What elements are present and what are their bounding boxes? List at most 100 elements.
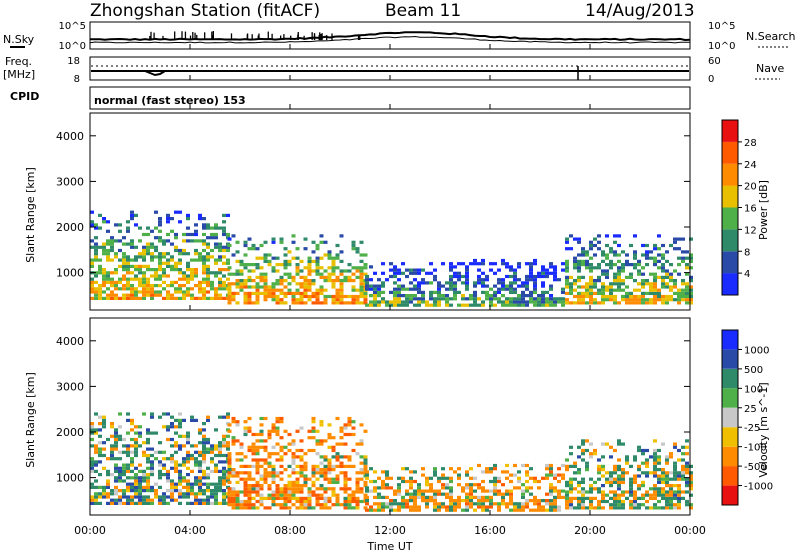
heatmap-cell (685, 484, 689, 488)
heatmap-cell (263, 471, 268, 475)
heatmap-cell (142, 277, 146, 281)
heatmap-cell (251, 263, 256, 267)
heatmap-cell (477, 262, 481, 266)
heatmap-cell (263, 272, 268, 276)
heatmap-cell (259, 266, 264, 270)
heatmap-cell (202, 469, 206, 473)
heatmap-cell (381, 483, 385, 487)
heatmap-cell (118, 287, 122, 291)
heatmap-cell (497, 476, 501, 480)
heatmap-cell (182, 457, 186, 461)
heatmap-cell (343, 442, 348, 446)
freq-bottom-tick: 8 (74, 74, 80, 85)
heatmap-cell (621, 282, 625, 286)
colorbar-tick-label: 16 (744, 204, 757, 215)
heatmap-cell (541, 294, 545, 298)
heatmap-cell (553, 473, 557, 477)
heatmap-cell (481, 499, 485, 503)
heatmap-cell (525, 470, 529, 474)
heatmap-cell (186, 268, 190, 272)
heatmap-cell (437, 297, 441, 301)
heatmap-cell (315, 452, 320, 456)
heatmap-cell (283, 468, 288, 472)
heatmap-cell (94, 236, 98, 240)
heatmap-cell (239, 477, 244, 481)
heatmap-cell (589, 263, 593, 267)
heatmap-cell (295, 263, 300, 267)
heatmap-cell (198, 252, 202, 256)
heatmap-cell (565, 503, 569, 507)
heatmap-cell (142, 284, 146, 288)
heatmap-cell (198, 492, 202, 496)
heatmap-cell (214, 290, 218, 294)
heatmap-cell (259, 487, 264, 491)
heatmap-cell (255, 285, 260, 289)
heatmap-cell (263, 294, 268, 299)
heatmap-cell (174, 482, 178, 486)
heatmap-cell (533, 258, 537, 263)
heatmap-cell (263, 448, 268, 453)
heatmap-cell (299, 468, 304, 472)
heatmap-cell (601, 490, 605, 494)
heatmap-cell (327, 477, 332, 481)
heatmap-cell (653, 285, 657, 289)
heatmap-cell (299, 484, 304, 488)
heatmap-cell (669, 493, 673, 497)
heatmap-cell (218, 476, 222, 480)
heatmap-cell (162, 457, 166, 461)
heatmap-cell (521, 303, 525, 307)
heatmap-cell (267, 429, 272, 433)
heatmap-cell (170, 492, 174, 496)
heatmap-cell (657, 234, 661, 238)
heatmap-cell (549, 262, 553, 266)
heatmap-cell (299, 294, 304, 299)
heatmap-cell (182, 460, 186, 464)
heatmap-cell (126, 501, 130, 505)
heatmap-cell (255, 458, 260, 462)
heatmap-cell (405, 287, 409, 291)
heatmap-cell (287, 432, 292, 437)
heatmap-cell (194, 495, 198, 499)
heatmap-cell (385, 300, 389, 304)
heatmap-cell (295, 455, 300, 459)
heatmap-cell (194, 296, 198, 300)
heatmap-cell (122, 261, 126, 265)
heatmap-cell (186, 441, 190, 445)
heatmap-cell (609, 291, 613, 295)
heatmap-cell (461, 508, 465, 512)
heatmap-cell (110, 290, 114, 294)
heatmap-cell (114, 287, 118, 291)
heatmap-cell (355, 499, 360, 504)
heatmap-cell (279, 496, 284, 500)
heatmap-cell (489, 294, 493, 298)
heatmap-cell (589, 266, 593, 270)
heatmap-cell (657, 253, 661, 257)
heatmap-cell (359, 439, 364, 443)
heatmap-cell (397, 489, 401, 493)
heatmap-cell (645, 279, 649, 283)
heatmap-cell (202, 280, 206, 284)
heatmap-cell (351, 279, 356, 283)
heatmap-cell (581, 503, 585, 507)
heatmap-cell (513, 268, 517, 272)
heatmap-cell (307, 256, 312, 260)
heatmap-cell (505, 489, 509, 493)
heatmap-cell (198, 258, 202, 262)
heatmap-cell (275, 442, 280, 446)
heatmap-cell (162, 239, 166, 243)
heatmap-cell (409, 294, 413, 298)
heatmap-cell (335, 266, 340, 270)
heatmap-cell (557, 489, 561, 493)
heatmap-cell (669, 477, 673, 481)
heatmap-cell (609, 471, 613, 475)
heatmap-cell (106, 229, 110, 233)
heatmap-cell (150, 242, 154, 246)
heatmap-cell (255, 464, 260, 468)
heatmap-cell (259, 484, 264, 488)
colorbar-swatch (722, 388, 738, 408)
heatmap-cell (251, 279, 256, 283)
heatmap-cell (287, 275, 292, 279)
power-colorbar-label: Power [dB] (757, 180, 770, 240)
heatmap-cell (473, 300, 477, 304)
heatmap-cell (190, 489, 194, 493)
